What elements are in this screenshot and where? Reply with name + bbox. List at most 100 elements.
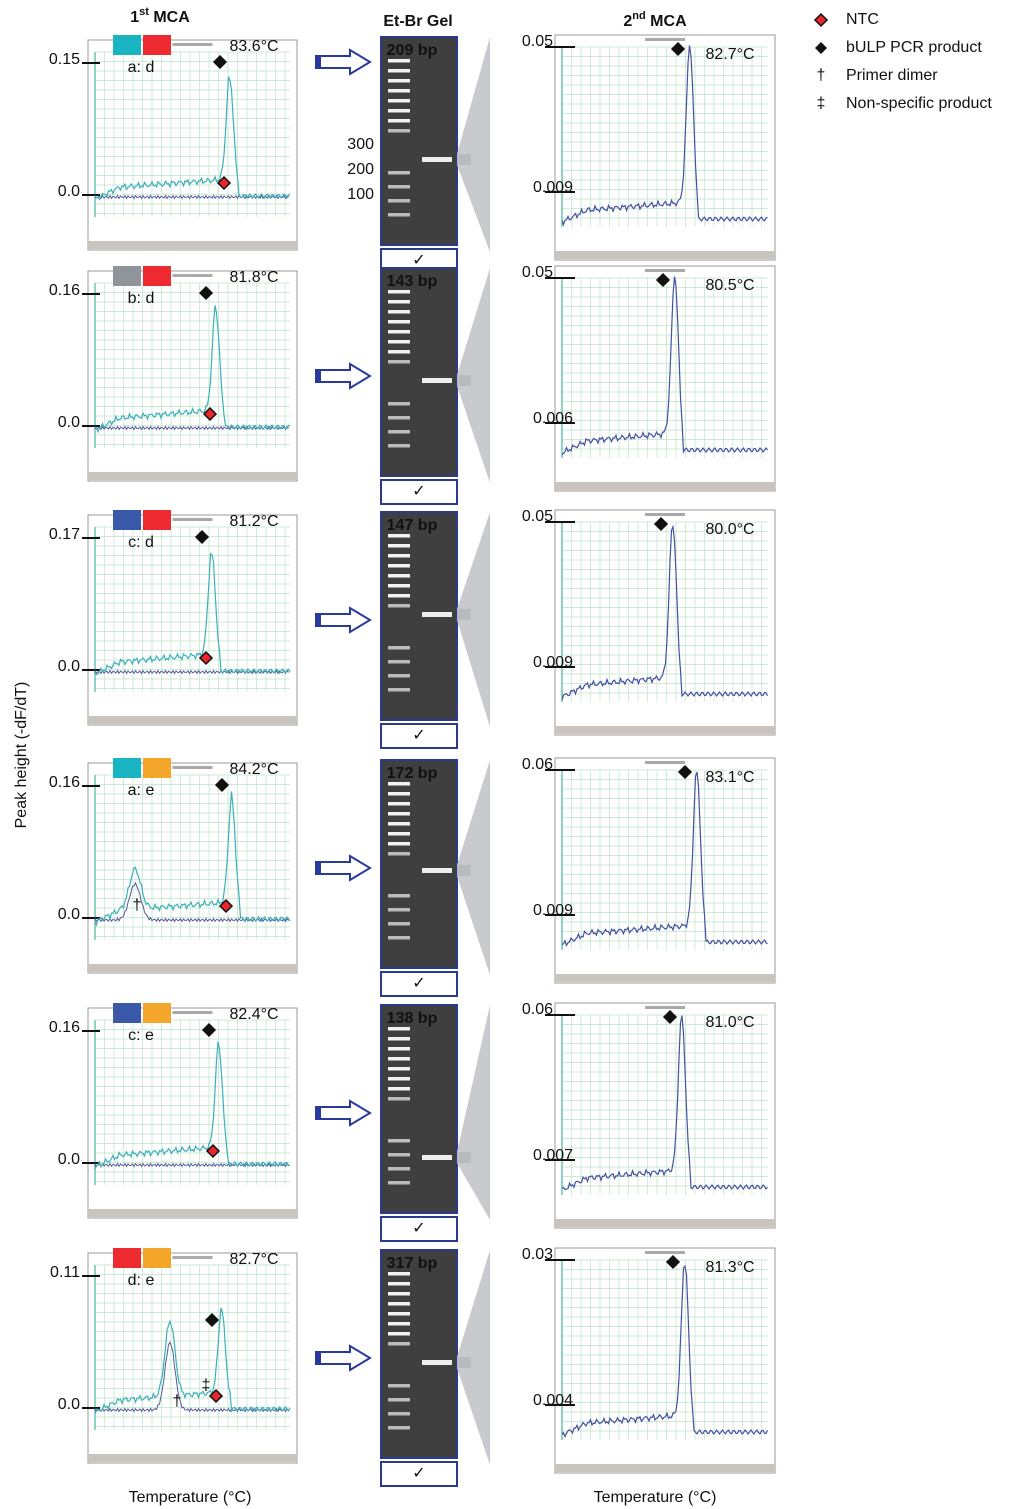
- plot-grid: [88, 1008, 297, 1218]
- ladder-band: [388, 171, 410, 175]
- band-size: 143 bp: [387, 273, 438, 290]
- ladder-band: [388, 340, 410, 344]
- ladder-band: [388, 674, 410, 678]
- ladder-band: [388, 688, 410, 692]
- ladder-label: 200: [347, 161, 374, 178]
- plot-grid: [555, 1003, 775, 1228]
- primer-swatch: [143, 1248, 171, 1268]
- arrow: [316, 364, 370, 388]
- ladder-band: [388, 1037, 410, 1041]
- status-bar: [88, 1454, 297, 1462]
- ladder-band: [388, 832, 410, 836]
- arrow: [316, 1346, 370, 1370]
- ladder-band: [388, 660, 410, 664]
- status-bar: [555, 251, 775, 259]
- ladder-band: [388, 129, 410, 133]
- plot-window: [555, 758, 775, 983]
- peak-temp: 81.8°C: [229, 269, 278, 286]
- ladder-band: [388, 1384, 410, 1388]
- y-tick-label: 0.0: [58, 183, 80, 200]
- product-band: [422, 868, 452, 873]
- ladder-band: [388, 792, 410, 796]
- product-band: [422, 378, 452, 383]
- ladder-band: [388, 782, 410, 786]
- primer-pair: a: d: [128, 59, 155, 76]
- plot-grid: [88, 271, 297, 481]
- title-bar: [173, 766, 213, 769]
- ladder-band: [388, 936, 410, 940]
- ladder-band: [388, 1426, 410, 1430]
- y-tick-label: 0.17: [49, 526, 80, 543]
- ladder-band: [388, 109, 410, 113]
- ladder-band: [388, 604, 410, 608]
- legend-label: NTC: [846, 11, 879, 28]
- annotation: †: [133, 897, 142, 914]
- y-tick-label: 0.03: [522, 1246, 553, 1263]
- product-band: [422, 1360, 452, 1365]
- y-tick-label: 0.0: [58, 906, 80, 923]
- title-bar: [173, 1011, 213, 1014]
- y-tick-label: 0.009: [533, 902, 573, 919]
- peak-temp: 81.3°C: [705, 1259, 754, 1276]
- plot-grid: [88, 763, 297, 973]
- legend-diamond: [815, 42, 827, 54]
- status-bar: [88, 472, 297, 480]
- ladder-band: [388, 310, 410, 314]
- y-tick-label: 0.007: [533, 1147, 573, 1164]
- y-tick-label: 0.11: [50, 1264, 80, 1281]
- x-axis-label: Temperature (°C): [129, 1489, 252, 1506]
- ladder-band: [388, 1057, 410, 1061]
- arrow-tail: [316, 56, 321, 68]
- header-part: nd: [632, 10, 645, 22]
- y-tick-label: 0.0: [58, 414, 80, 431]
- title-bar: [173, 43, 213, 46]
- ladder-band: [388, 1087, 410, 1091]
- plot-grid: [88, 1253, 297, 1463]
- peak-temp: 82.7°C: [705, 46, 754, 63]
- header-part: MCA: [149, 9, 190, 26]
- check: ✓: [412, 483, 425, 500]
- ladder-band: [388, 1412, 410, 1416]
- peak-temp: 83.1°C: [705, 769, 754, 786]
- status-bar: [88, 1209, 297, 1217]
- status-bar: [555, 974, 775, 982]
- connector-stub: [457, 865, 471, 876]
- ladder-band: [388, 185, 410, 189]
- ladder-band: [388, 1027, 410, 1031]
- y-tick-label: 0.05: [522, 508, 553, 525]
- check: ✓: [412, 1465, 425, 1482]
- status-bar: [88, 241, 297, 249]
- y-axis-label: Peak height (-dF/dT): [13, 682, 30, 829]
- primer-swatch: [113, 1003, 141, 1023]
- connector: [457, 1005, 490, 1220]
- arrow: [316, 856, 370, 880]
- header-part: 2: [623, 13, 632, 30]
- figure: 1st MCAEt-Br Gel2nd MCANTCbULP PCR produ…: [0, 0, 1022, 1509]
- primer-pair: c: e: [128, 1027, 154, 1044]
- title-bar: [645, 269, 685, 272]
- arrow-tail: [316, 862, 321, 874]
- ladder-band: [388, 646, 410, 650]
- status-bar: [555, 1219, 775, 1227]
- title-bar: [173, 1256, 213, 1259]
- legend-symbol: ‡: [817, 95, 826, 112]
- arrow-tail: [316, 370, 321, 382]
- connector-stub: [457, 1152, 471, 1163]
- ladder-label: 300: [347, 136, 374, 153]
- band-size: 138 bp: [387, 1010, 438, 1027]
- primer-swatch: [113, 1248, 141, 1268]
- ladder-band: [388, 1167, 410, 1171]
- ladder-band: [388, 416, 410, 420]
- plot-window: [555, 266, 775, 491]
- header-part: st: [139, 6, 149, 18]
- ladder-band: [388, 802, 410, 806]
- primer-swatch: [113, 266, 141, 286]
- legend-diamond: [815, 14, 827, 26]
- ladder-band: [388, 330, 410, 334]
- ladder-band: [388, 544, 410, 548]
- ladder-band: [388, 812, 410, 816]
- status-bar: [555, 726, 775, 734]
- plot-grid: [555, 35, 775, 260]
- y-tick-label: 0.16: [49, 774, 80, 791]
- y-tick-label: 0.009: [533, 654, 573, 671]
